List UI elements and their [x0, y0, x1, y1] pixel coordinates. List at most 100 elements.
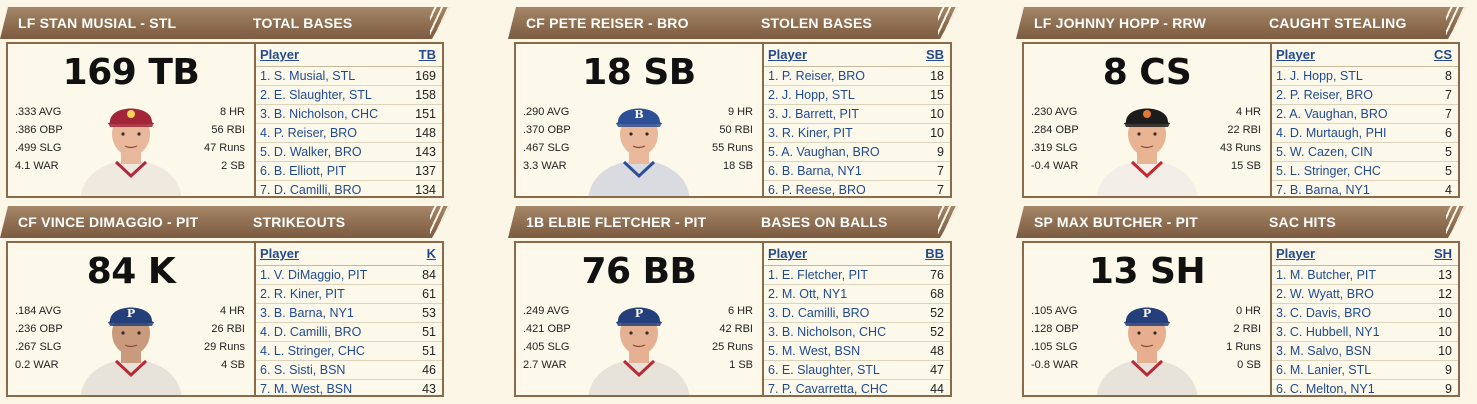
- leader-name[interactable]: 6. M. Lanier, STL: [1276, 363, 1372, 377]
- leader-row[interactable]: 6. B. Barna, NY1 7: [764, 162, 950, 181]
- stat-column-header[interactable]: SH: [1433, 246, 1452, 261]
- leader-row[interactable]: 5. M. West, BSN 48: [764, 342, 950, 361]
- leader-name[interactable]: 1. V. DiMaggio, PIT: [260, 268, 368, 282]
- stat-column-header[interactable]: TB: [418, 47, 436, 62]
- leader-name[interactable]: 7. M. West, BSN: [260, 382, 353, 396]
- player-column-header[interactable]: Player: [768, 246, 808, 261]
- leader-row[interactable]: 1. M. Butcher, PIT 13: [1272, 266, 1458, 285]
- leader-row[interactable]: 1. J. Hopp, STL 8: [1272, 67, 1458, 86]
- leader-name[interactable]: 6. B. Elliott, PIT: [260, 164, 347, 178]
- leader-name[interactable]: 3. B. Barna, NY1: [260, 306, 354, 320]
- leader-name[interactable]: 1. M. Butcher, PIT: [1276, 268, 1377, 282]
- player-column-header[interactable]: Player: [1276, 47, 1316, 62]
- leader-row[interactable]: 4. D. Murtaugh, PHI 6: [1272, 124, 1458, 143]
- leader-row[interactable]: 6. C. Melton, NY1 9: [1272, 380, 1458, 398]
- leader-row[interactable]: 4. P. Reiser, BRO 148: [256, 124, 442, 143]
- leader-name[interactable]: 3. D. Camilli, BRO: [768, 306, 870, 320]
- featured-player-title[interactable]: CF PETE REISER - BRO: [526, 15, 689, 31]
- leader-name[interactable]: 4. P. Reiser, BRO: [260, 126, 358, 140]
- leader-row[interactable]: 4. L. Stringer, CHC 51: [256, 342, 442, 361]
- leader-name[interactable]: 5. L. Stringer, CHC: [1276, 164, 1381, 178]
- leader-row[interactable]: 6. M. Lanier, STL 9: [1272, 361, 1458, 380]
- leader-name[interactable]: 2. M. Ott, NY1: [768, 287, 848, 301]
- leader-name[interactable]: 7. P. Cavarretta, CHC: [768, 382, 888, 396]
- leader-name[interactable]: 2. A. Vaughan, BRO: [1276, 107, 1388, 121]
- leader-row[interactable]: 6. E. Slaughter, STL 47: [764, 361, 950, 380]
- leader-row[interactable]: 1. P. Reiser, BRO 18: [764, 67, 950, 86]
- player-column-header[interactable]: Player: [260, 246, 300, 261]
- leader-name[interactable]: 6. E. Slaughter, STL: [768, 363, 880, 377]
- leader-name[interactable]: 7. B. Barna, NY1: [1276, 183, 1370, 197]
- featured-player-title[interactable]: LF JOHNNY HOPP - RRW: [1034, 15, 1207, 31]
- leader-row[interactable]: 3. B. Nicholson, CHC 151: [256, 105, 442, 124]
- leader-name[interactable]: 6. B. Barna, NY1: [768, 164, 862, 178]
- leader-row[interactable]: 3. D. Camilli, BRO 52: [764, 304, 950, 323]
- leader-row[interactable]: 1. V. DiMaggio, PIT 84: [256, 266, 442, 285]
- featured-player-panel[interactable]: 84 K .184 AVG .236 OBP .267 SLG 0.2 WAR …: [8, 243, 256, 395]
- leader-name[interactable]: 5. M. West, BSN: [768, 344, 861, 358]
- featured-player-title[interactable]: LF STAN MUSIAL - STL: [18, 15, 177, 31]
- featured-player-title[interactable]: SP MAX BUTCHER - PIT: [1034, 214, 1198, 230]
- leader-row[interactable]: 6. S. Sisti, BSN 46: [256, 361, 442, 380]
- leader-name[interactable]: 2. J. Hopp, STL: [768, 88, 855, 102]
- leader-row[interactable]: 6. P. Reese, BRO 7: [764, 181, 950, 199]
- featured-player-panel[interactable]: 8 CS .230 AVG .284 OBP .319 SLG -0.4 WAR…: [1024, 44, 1272, 196]
- leader-row[interactable]: 3. C. Hubbell, NY1 10: [1272, 323, 1458, 342]
- leader-row[interactable]: 3. B. Nicholson, CHC 52: [764, 323, 950, 342]
- stat-column-header[interactable]: SB: [925, 47, 944, 62]
- leader-name[interactable]: 2. P. Reiser, BRO: [1276, 88, 1374, 102]
- leader-row[interactable]: 2. M. Ott, NY1 68: [764, 285, 950, 304]
- leader-row[interactable]: 2. J. Hopp, STL 15: [764, 86, 950, 105]
- leader-row[interactable]: 2. P. Reiser, BRO 7: [1272, 86, 1458, 105]
- leader-name[interactable]: 1. P. Reiser, BRO: [768, 69, 866, 83]
- leader-row[interactable]: 7. B. Barna, NY1 4: [1272, 181, 1458, 199]
- player-column-header[interactable]: Player: [1276, 246, 1316, 261]
- featured-player-title[interactable]: 1B ELBIE FLETCHER - PIT: [526, 214, 707, 230]
- leader-name[interactable]: 3. C. Davis, BRO: [1276, 306, 1372, 320]
- leader-name[interactable]: 3. M. Salvo, BSN: [1276, 344, 1372, 358]
- featured-player-panel[interactable]: 169 TB .333 AVG .386 OBP .499 SLG 4.1 WA…: [8, 44, 256, 196]
- leader-name[interactable]: 6. S. Sisti, BSN: [260, 363, 346, 377]
- leader-row[interactable]: 3. M. Salvo, BSN 10: [1272, 342, 1458, 361]
- leader-row[interactable]: 7. P. Cavarretta, CHC 44: [764, 380, 950, 398]
- leader-row[interactable]: 3. R. Kiner, PIT 10: [764, 124, 950, 143]
- stat-column-header[interactable]: K: [426, 246, 436, 261]
- leader-row[interactable]: 1. E. Fletcher, PIT 76: [764, 266, 950, 285]
- leader-name[interactable]: 2. E. Slaughter, STL: [260, 88, 372, 102]
- stat-column-header[interactable]: CS: [1433, 47, 1452, 62]
- leader-name[interactable]: 3. C. Hubbell, NY1: [1276, 325, 1380, 339]
- leader-name[interactable]: 3. J. Barrett, PIT: [768, 107, 859, 121]
- leader-name[interactable]: 1. J. Hopp, STL: [1276, 69, 1363, 83]
- leader-row[interactable]: 4. D. Camilli, BRO 51: [256, 323, 442, 342]
- leader-name[interactable]: 5. W. Cazen, CIN: [1276, 145, 1373, 159]
- player-column-header[interactable]: Player: [768, 47, 808, 62]
- leader-row[interactable]: 2. R. Kiner, PIT 61: [256, 285, 442, 304]
- leader-row[interactable]: 5. A. Vaughan, BRO 9: [764, 143, 950, 162]
- featured-player-panel[interactable]: 13 SH .105 AVG .128 OBP .105 SLG -0.8 WA…: [1024, 243, 1272, 395]
- leader-row[interactable]: 3. B. Barna, NY1 53: [256, 304, 442, 323]
- leader-name[interactable]: 1. S. Musial, STL: [260, 69, 356, 83]
- leader-row[interactable]: 1. S. Musial, STL 169: [256, 67, 442, 86]
- leader-row[interactable]: 5. W. Cazen, CIN 5: [1272, 143, 1458, 162]
- leader-name[interactable]: 3. B. Nicholson, CHC: [768, 325, 887, 339]
- leader-row[interactable]: 3. J. Barrett, PIT 10: [764, 105, 950, 124]
- leader-name[interactable]: 3. B. Nicholson, CHC: [260, 107, 379, 121]
- leader-name[interactable]: 3. R. Kiner, PIT: [768, 126, 853, 140]
- leader-name[interactable]: 2. R. Kiner, PIT: [260, 287, 345, 301]
- leader-name[interactable]: 5. D. Walker, BRO: [260, 145, 362, 159]
- featured-player-title[interactable]: CF VINCE DIMAGGIO - PIT: [18, 214, 199, 230]
- leader-name[interactable]: 2. W. Wyatt, BRO: [1276, 287, 1374, 301]
- leader-row[interactable]: 7. D. Camilli, BRO 134: [256, 181, 442, 199]
- leader-row[interactable]: 7. M. West, BSN 43: [256, 380, 442, 398]
- leader-name[interactable]: 6. P. Reese, BRO: [768, 183, 866, 197]
- leader-row[interactable]: 3. C. Davis, BRO 10: [1272, 304, 1458, 323]
- leader-row[interactable]: 5. L. Stringer, CHC 5: [1272, 162, 1458, 181]
- leader-row[interactable]: 2. A. Vaughan, BRO 7: [1272, 105, 1458, 124]
- leader-row[interactable]: 2. E. Slaughter, STL 158: [256, 86, 442, 105]
- leader-name[interactable]: 7. D. Camilli, BRO: [260, 183, 362, 197]
- stat-column-header[interactable]: BB: [925, 246, 944, 261]
- featured-player-panel[interactable]: 76 BB .249 AVG .421 OBP .405 SLG 2.7 WAR…: [516, 243, 764, 395]
- leader-name[interactable]: 4. L. Stringer, CHC: [260, 344, 365, 358]
- leader-row[interactable]: 2. W. Wyatt, BRO 12: [1272, 285, 1458, 304]
- leader-row[interactable]: 5. D. Walker, BRO 143: [256, 143, 442, 162]
